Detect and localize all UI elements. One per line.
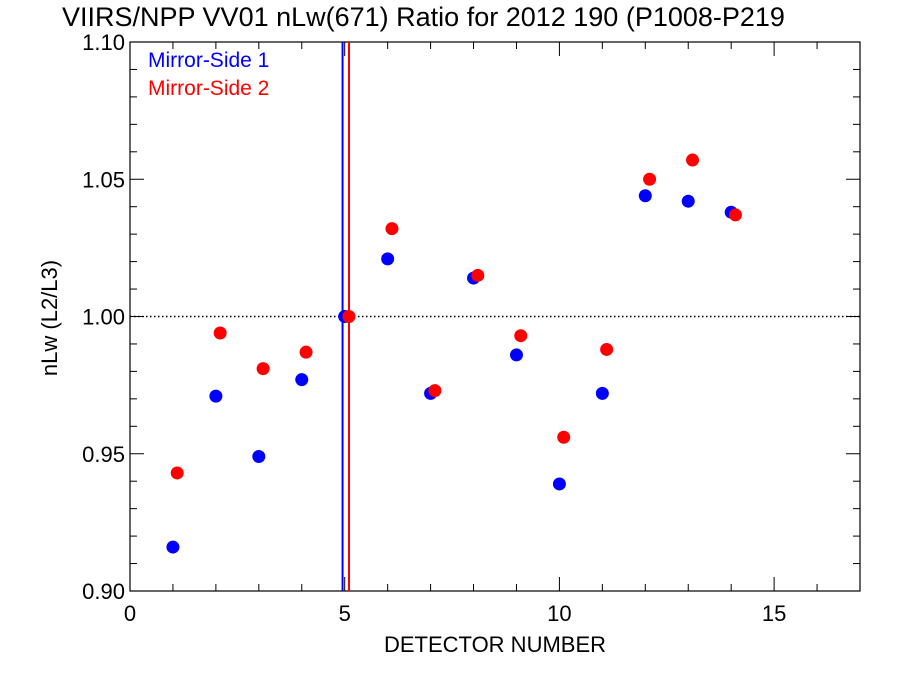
series-2-point xyxy=(600,342,614,356)
series-2-point xyxy=(428,384,442,398)
series-2-point xyxy=(256,362,270,376)
series-2-point xyxy=(170,466,184,480)
series-2-point xyxy=(686,153,700,167)
series-2-point xyxy=(342,310,356,323)
series-2-point xyxy=(385,222,399,236)
series-1-point xyxy=(381,252,395,266)
legend-entry-1: Mirror-Side 1 xyxy=(148,49,269,72)
series-1-point xyxy=(638,189,652,203)
series-1-point xyxy=(595,386,609,400)
x-tick-label: 0 xyxy=(124,601,136,626)
series-2-point xyxy=(213,326,227,340)
series-1-point xyxy=(681,194,695,208)
series-1-point xyxy=(509,348,523,362)
y-axis-label: nLw (L2/L3) xyxy=(37,260,62,376)
series-1-point xyxy=(552,477,566,491)
series-2-point xyxy=(728,208,742,222)
y-tick-label: 1.00 xyxy=(82,305,125,330)
y-tick-label: 0.90 xyxy=(82,579,125,604)
y-tick-label: 1.05 xyxy=(82,167,125,192)
chart-title: VIIRS/NPP VV01 nLw(671) Ratio for 2012 1… xyxy=(62,2,785,32)
y-tick-label: 1.10 xyxy=(82,30,125,55)
series-2-point xyxy=(299,345,313,359)
legend-entry-2: Mirror-Side 2 xyxy=(148,77,269,100)
series-2-point xyxy=(557,430,571,444)
series-1-point xyxy=(295,373,309,387)
x-axis-label: DETECTOR NUMBER xyxy=(384,632,606,657)
series-1-point xyxy=(166,540,180,554)
series-2-point xyxy=(471,268,485,282)
axis-ticks: 0 5 10 15 0.90 0.95 1.00 1.05 1.10 xyxy=(82,30,861,626)
series-1-point xyxy=(252,449,266,463)
plot-area xyxy=(129,41,861,592)
x-tick-label: 15 xyxy=(762,601,786,626)
x-tick-label: 10 xyxy=(547,601,571,626)
y-tick-label: 0.95 xyxy=(82,442,125,467)
legend: Mirror-Side 1 Mirror-Side 2 xyxy=(148,49,269,100)
x-tick-label: 5 xyxy=(339,601,351,626)
data-points xyxy=(166,153,742,554)
series-2-point xyxy=(643,172,657,186)
series-1-point xyxy=(209,389,223,403)
series-2-point xyxy=(514,329,528,343)
